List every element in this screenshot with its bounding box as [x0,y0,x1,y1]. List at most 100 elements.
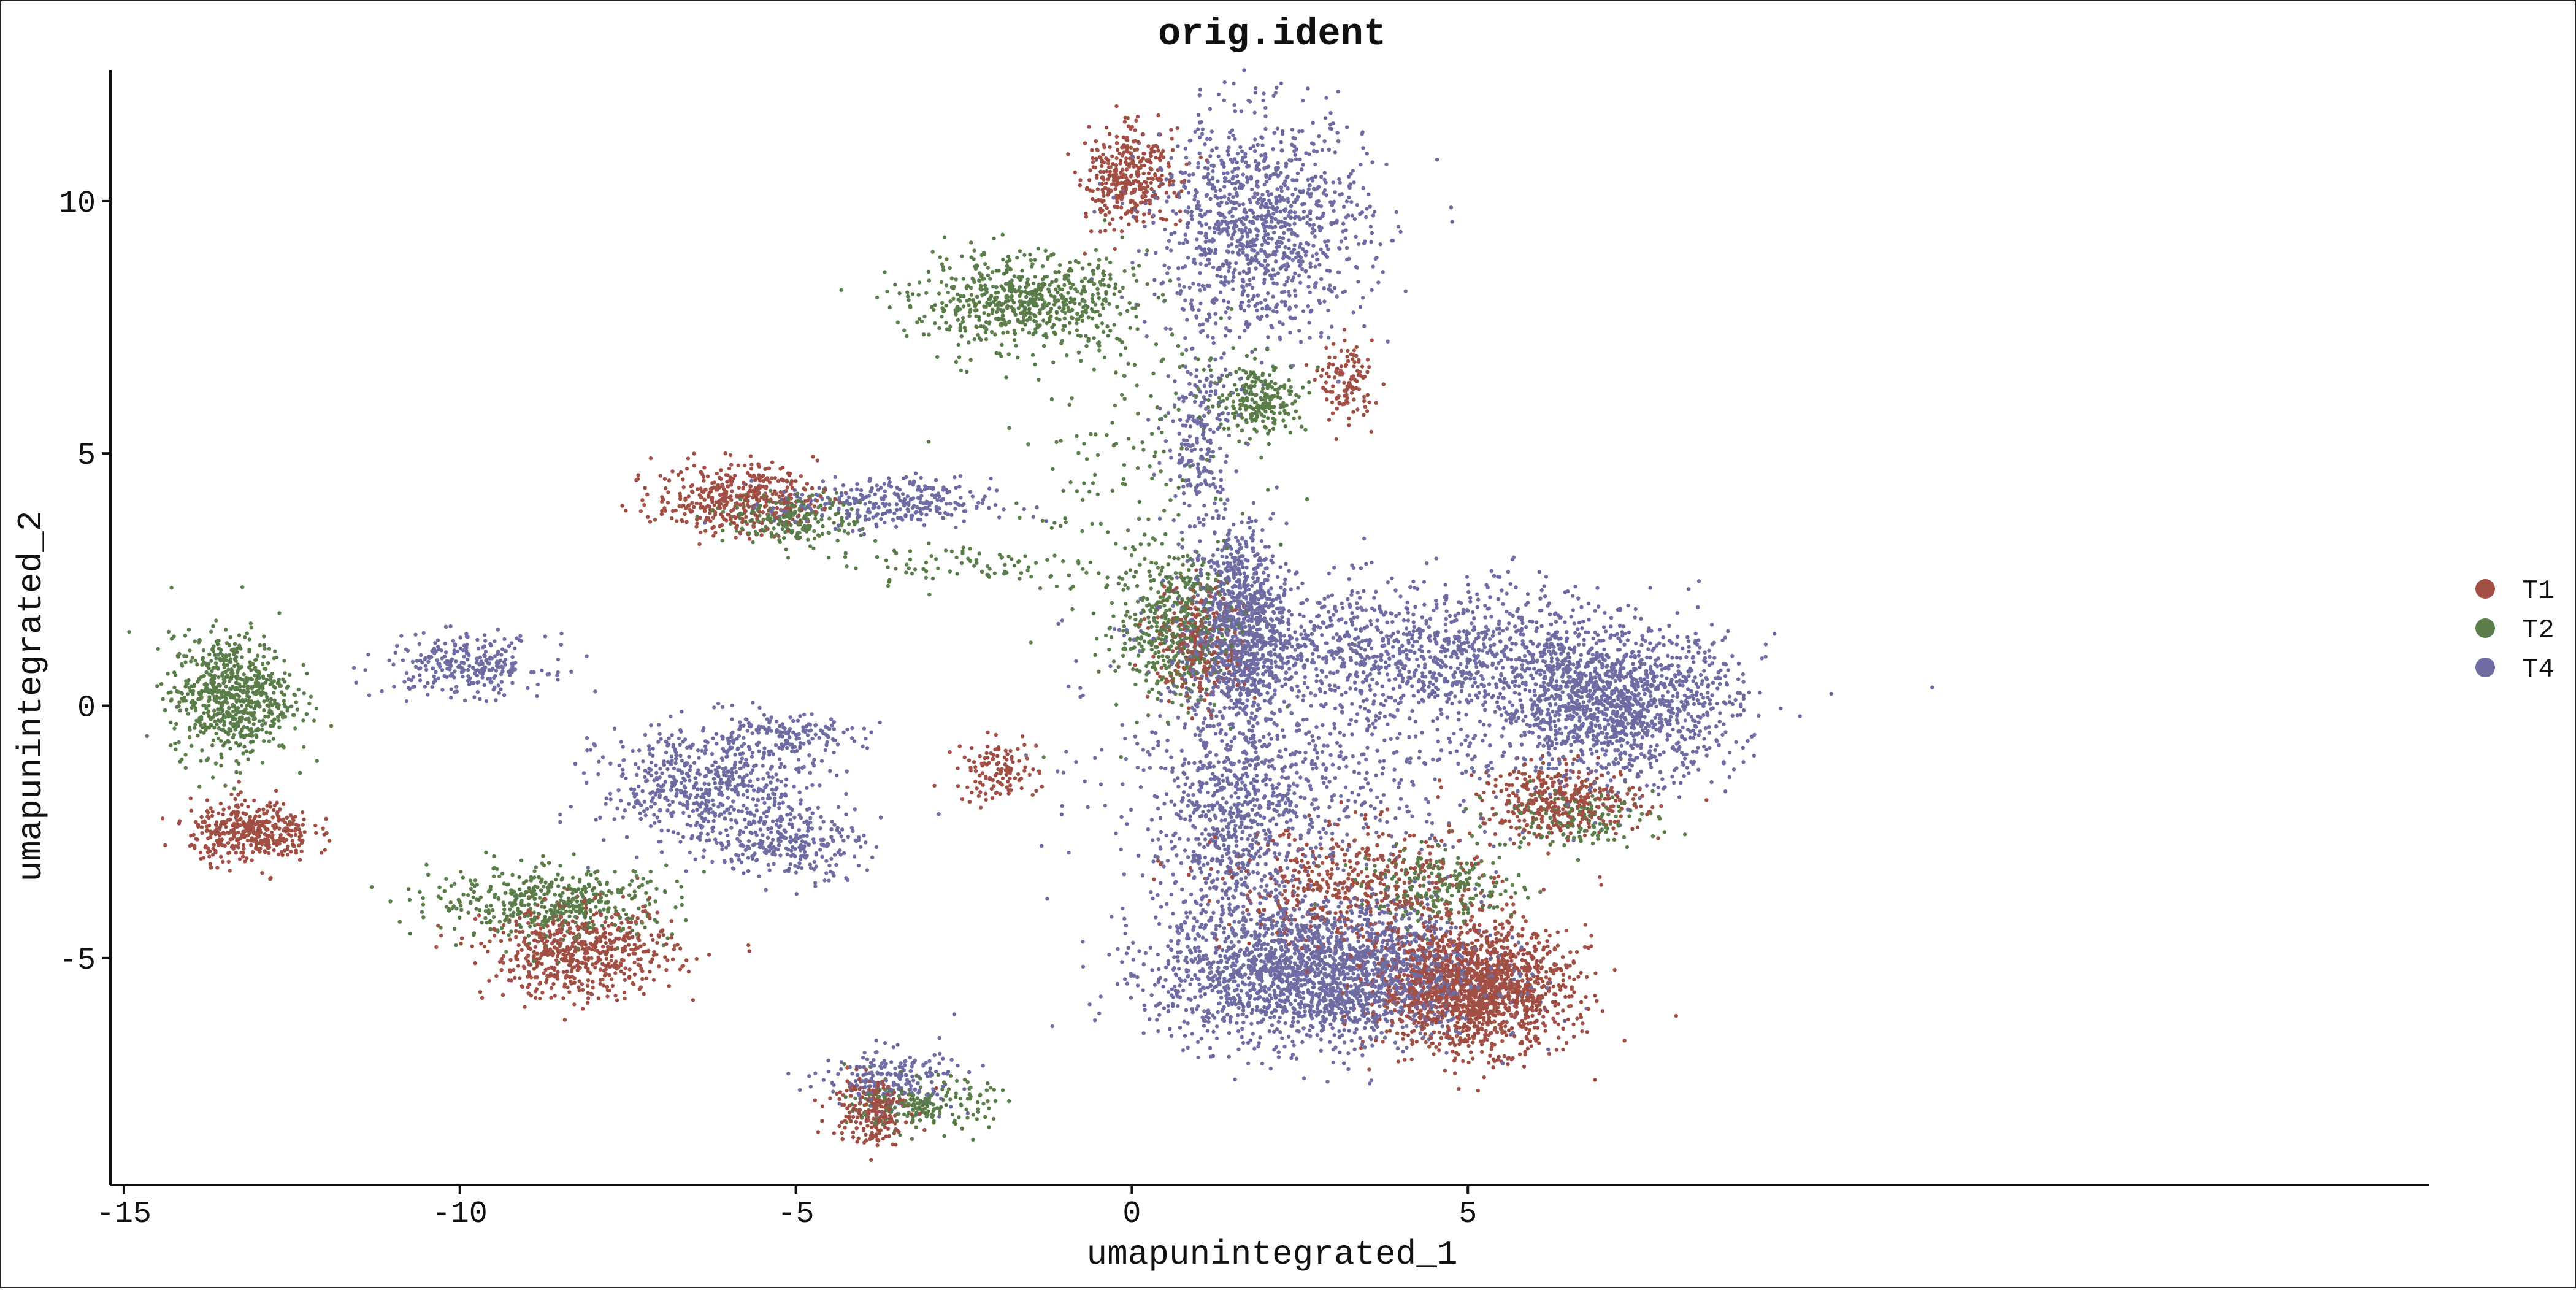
point-T4 [757,874,761,878]
point-T2 [1061,328,1065,332]
point-T4 [712,705,716,710]
point-T4 [1419,644,1424,648]
point-T4 [1715,686,1720,691]
point-T2 [1124,570,1129,575]
point-T4 [1279,185,1284,190]
point-T4 [1311,223,1316,227]
point-T2 [1166,562,1170,567]
point-T4 [1117,628,1122,632]
point-T4 [1303,1009,1307,1013]
point-T4 [1246,872,1251,877]
point-T4 [1338,743,1343,748]
point-T4 [805,834,809,839]
point-T4 [1352,180,1356,185]
point-T4 [1291,874,1295,878]
point-T2 [1097,669,1101,674]
point-T4 [597,759,601,764]
point-T4 [1551,710,1555,714]
point-T4 [1351,310,1355,315]
point-T4 [1242,761,1246,765]
point-T4 [1215,274,1219,278]
point-T4 [1303,854,1308,859]
point-T4 [1193,194,1197,198]
point-T4 [1176,542,1181,547]
point-T2 [302,691,306,696]
point-T1 [849,1094,853,1098]
point-T4 [1271,790,1276,795]
point-T2 [1145,248,1149,253]
point-T4 [1216,92,1221,97]
point-T1 [1541,888,1546,892]
point-T4 [1249,781,1254,786]
point-T1 [1319,374,1324,378]
point-T4 [1330,762,1335,767]
point-T4 [1559,731,1564,735]
point-T4 [1282,634,1287,638]
point-T4 [1373,725,1378,730]
point-T4 [1457,700,1462,704]
point-T4 [1332,916,1337,921]
point-T2 [1478,824,1482,829]
point-T1 [1535,1004,1539,1008]
point-T2 [1146,517,1151,521]
point-T4 [1695,698,1700,702]
point-T1 [1527,1027,1532,1032]
point-T4 [1143,1007,1147,1012]
point-T4 [1195,1040,1200,1045]
point-T4 [1507,621,1511,626]
point-T1 [1521,952,1525,956]
point-T4 [1202,175,1206,180]
point-T1 [1598,786,1602,791]
point-T2 [1576,830,1581,834]
point-T4 [1306,86,1310,91]
point-T4 [1187,761,1191,766]
point-T1 [684,520,689,524]
point-T4 [1311,861,1316,865]
point-T2 [545,910,549,914]
point-T4 [1576,627,1580,631]
point-T4 [1439,748,1444,753]
point-T2 [898,1133,902,1137]
point-T4 [1344,199,1349,204]
point-T4 [1304,240,1309,245]
point-T4 [1464,676,1468,680]
point-T1 [1457,910,1461,915]
point-T4 [1508,700,1512,704]
point-T4 [1311,767,1315,771]
point-T2 [591,923,596,927]
point-T4 [1138,785,1143,789]
point-T1 [493,934,497,938]
point-T4 [745,729,749,733]
point-T4 [1120,960,1124,964]
point-T4 [1253,90,1258,95]
point-T4 [1273,888,1278,892]
point-T1 [1175,126,1180,131]
point-T4 [1405,653,1409,657]
point-T4 [1428,616,1433,621]
point-T4 [1461,607,1466,612]
point-T4 [1553,724,1558,728]
point-T4 [766,826,770,831]
point-T2 [960,254,964,258]
point-T2 [270,672,275,676]
point-T4 [1177,967,1181,971]
point-T4 [688,850,692,855]
point-T1 [1376,834,1381,839]
point-T2 [214,656,218,661]
point-T2 [1168,607,1172,612]
point-T4 [1436,739,1440,744]
point-T4 [688,793,693,797]
point-T2 [1115,304,1119,309]
point-T1 [1619,814,1623,818]
point-T2 [1149,647,1154,652]
point-T4 [1266,241,1270,245]
point-T4 [1190,217,1194,221]
point-T4 [608,791,613,796]
point-T4 [1361,186,1365,191]
point-T2 [954,1078,959,1083]
point-T4 [1203,480,1208,485]
point-T4 [1606,762,1611,767]
point-T4 [1340,601,1344,605]
point-T1 [1289,858,1293,863]
point-T4 [1420,615,1424,620]
